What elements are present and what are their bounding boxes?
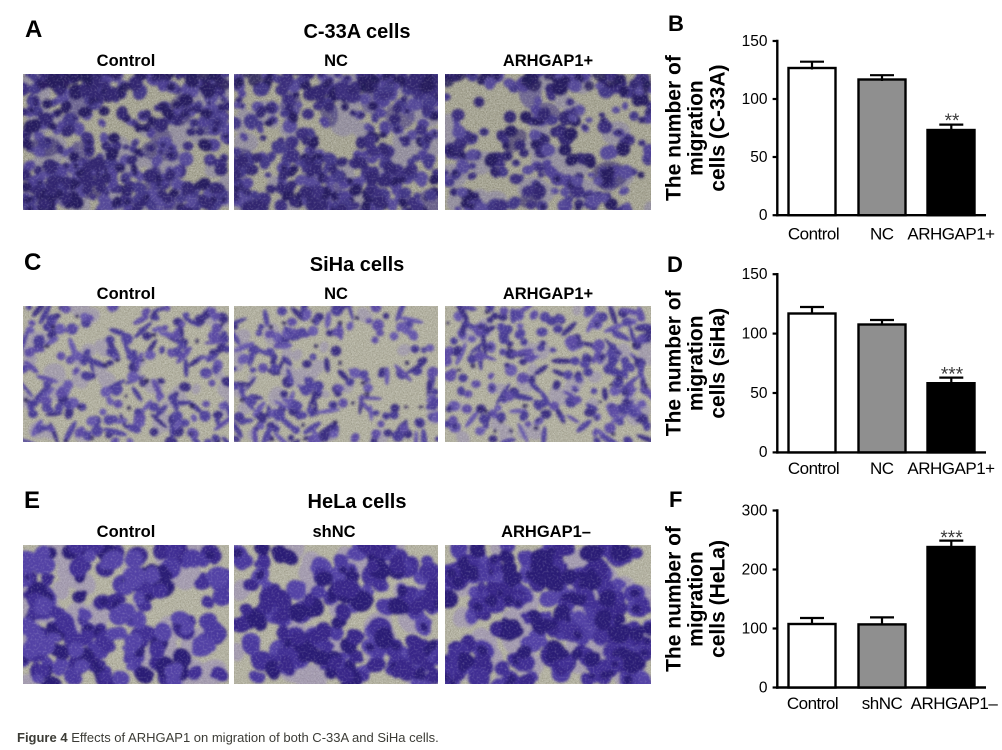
svg-text:NC: NC — [870, 225, 894, 244]
svg-text:migration: migration — [685, 80, 708, 176]
svg-text:100: 100 — [742, 620, 768, 637]
svg-text:NC: NC — [870, 459, 894, 478]
svg-text:Control: Control — [788, 225, 839, 244]
svg-text:shNC: shNC — [862, 694, 903, 713]
svg-text:50: 50 — [750, 385, 768, 402]
svg-text:50: 50 — [750, 149, 768, 166]
svg-text:ARHGAP1+: ARHGAP1+ — [907, 225, 995, 244]
svg-text:cells (HeLa): cells (HeLa) — [707, 540, 730, 658]
svg-text:migration: migration — [685, 315, 708, 411]
svg-text:100: 100 — [742, 91, 768, 108]
svg-text:The number of: The number of — [663, 54, 686, 201]
svg-text:Control: Control — [787, 694, 838, 713]
svg-text:300: 300 — [742, 502, 768, 519]
svg-text:100: 100 — [742, 325, 768, 342]
svg-text:ARHGAP1–: ARHGAP1– — [911, 694, 999, 713]
svg-text:***: *** — [941, 365, 964, 386]
svg-text:***: *** — [940, 528, 963, 549]
svg-text:0: 0 — [759, 444, 768, 461]
svg-text:200: 200 — [742, 561, 768, 578]
svg-text:cells (siHa): cells (siHa) — [707, 308, 730, 419]
svg-text:The number of: The number of — [663, 525, 686, 672]
svg-text:ARHGAP1+: ARHGAP1+ — [907, 459, 995, 478]
svg-text:150: 150 — [742, 266, 768, 283]
svg-text:0: 0 — [759, 207, 768, 224]
svg-text:migration: migration — [685, 551, 708, 647]
svg-text:Control: Control — [788, 459, 839, 478]
svg-text:The number of: The number of — [663, 289, 686, 436]
svg-text:150: 150 — [742, 33, 768, 50]
svg-text:0: 0 — [759, 679, 768, 696]
svg-text:**: ** — [945, 111, 960, 132]
svg-text:cells (C-33A): cells (C-33A) — [707, 64, 730, 191]
